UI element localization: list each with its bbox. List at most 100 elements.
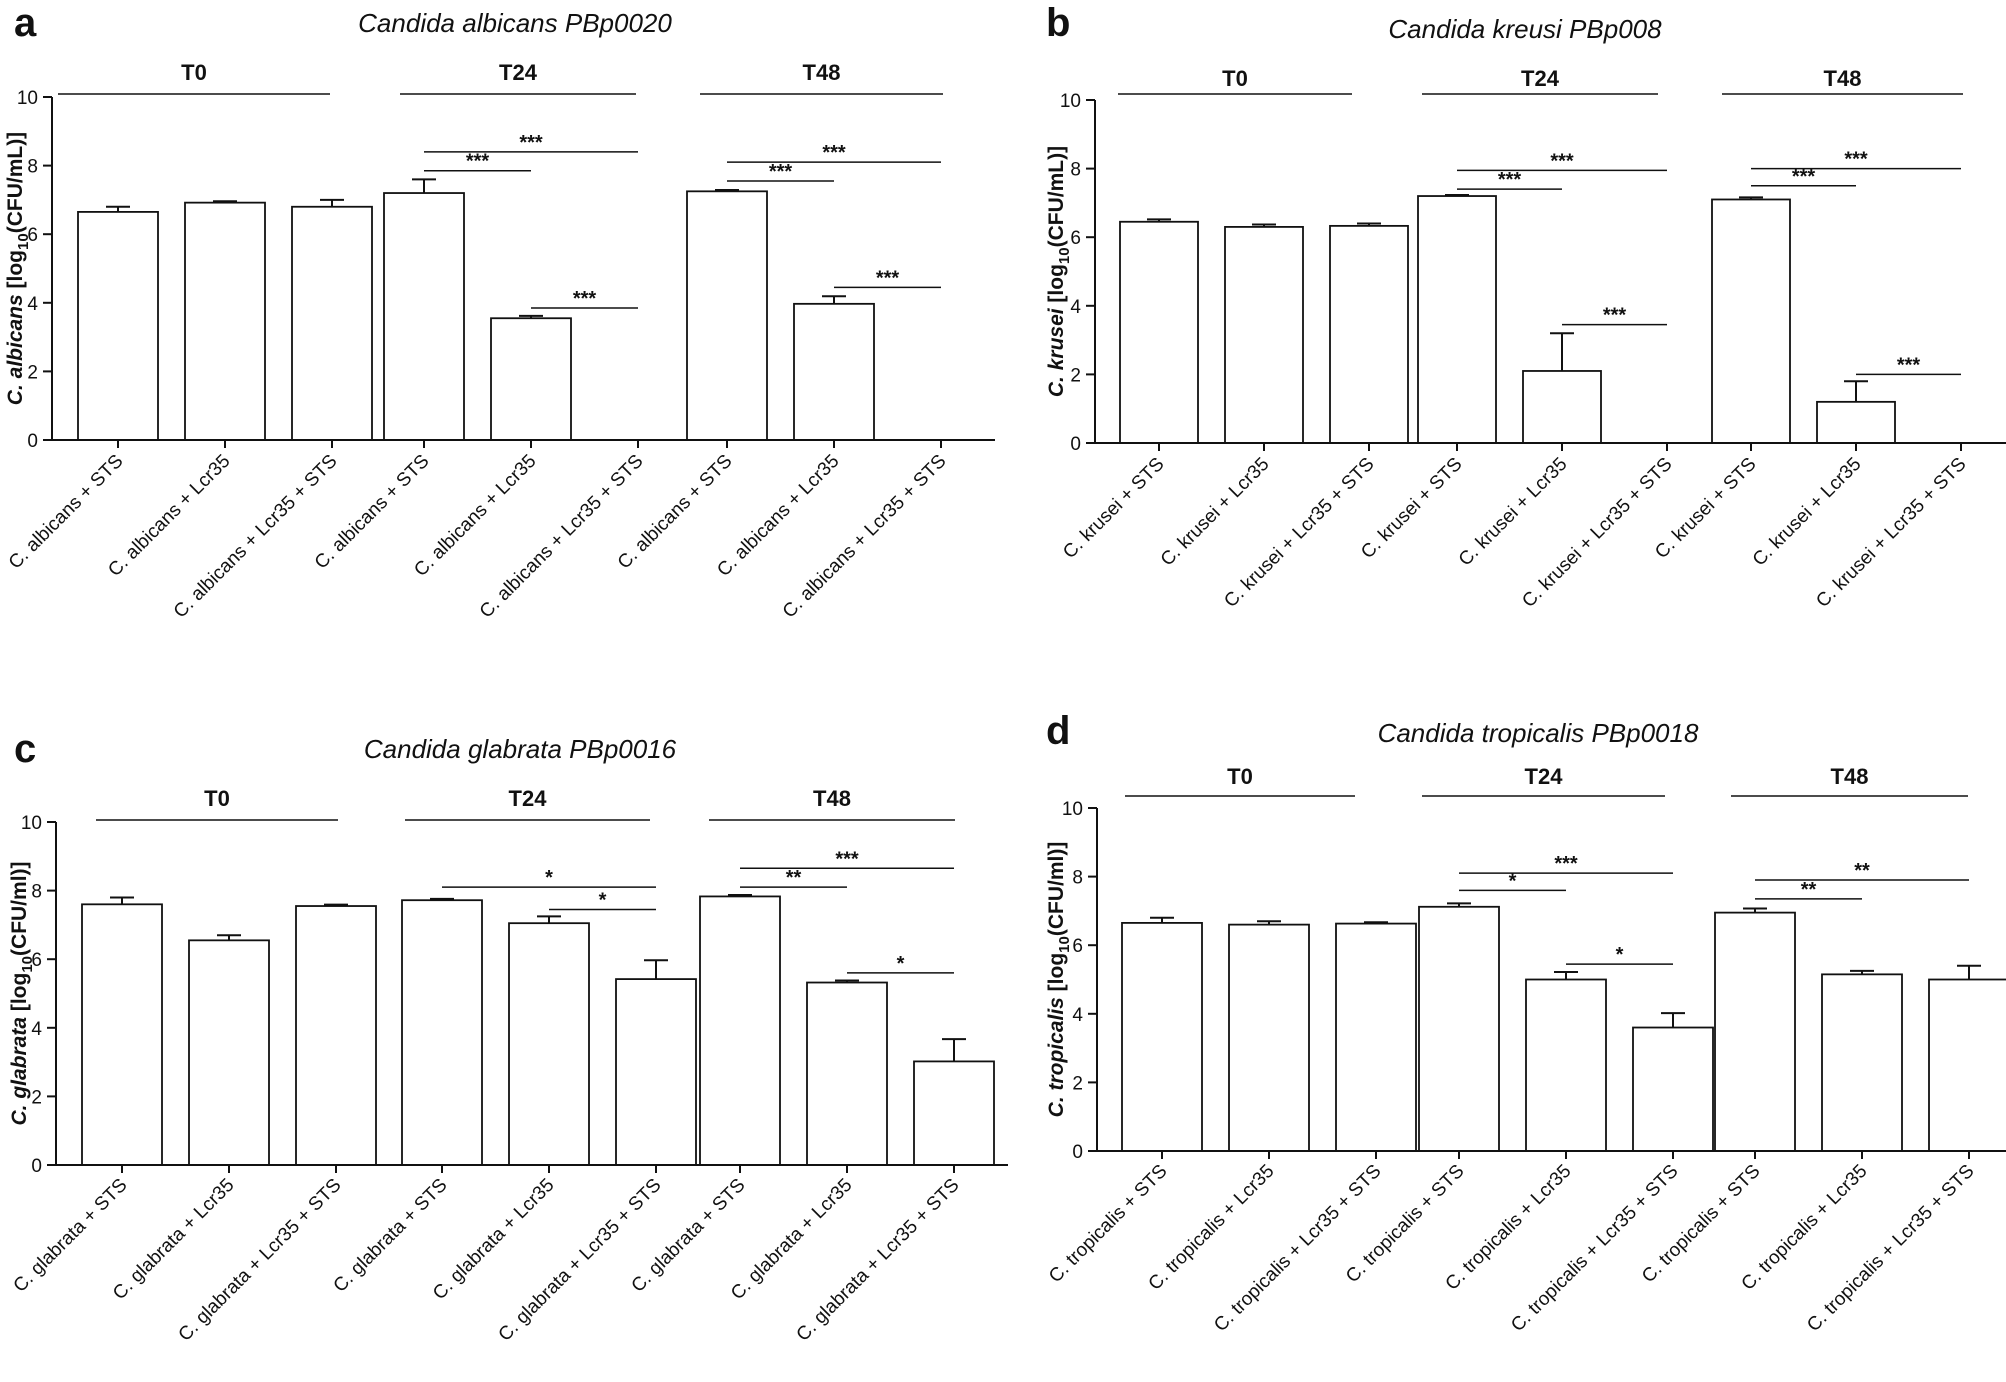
bar	[508, 922, 590, 1166]
bar	[1417, 195, 1497, 444]
chart-title: Candida albicans PBp0020	[358, 8, 672, 38]
y-tick-label: 6	[1072, 936, 1083, 957]
y-axis-label: C. krusei [log10(CFU/mL)]	[1045, 146, 1073, 397]
y-axis-label-species: C. albicans	[4, 288, 27, 405]
bar	[1632, 1026, 1714, 1152]
y-tick-label: 2	[1070, 365, 1081, 386]
significance-label: ***	[769, 161, 793, 183]
y-tick-label: 10	[1062, 799, 1083, 820]
y-axis-label-species: C. krusei	[1045, 303, 1068, 398]
y-tick-label: 10	[1060, 91, 1081, 112]
time-label: T0	[204, 786, 230, 811]
time-label: T48	[1831, 764, 1869, 789]
y-axis-label-unit-suffix: (CFU/ml)]	[8, 861, 31, 955]
time-label: T24	[509, 786, 548, 811]
time-label: T24	[1521, 66, 1560, 91]
y-tick-label: 8	[31, 882, 42, 903]
bar	[1121, 922, 1203, 1152]
bar	[1119, 220, 1199, 444]
y-axis-label-unit-suffix: (CFU/ml)]	[1045, 842, 1068, 936]
bar	[1714, 911, 1796, 1152]
y-axis-label-subscript: 10	[1056, 247, 1073, 264]
significance-label: ***	[466, 151, 490, 173]
significance-label: **	[1801, 879, 1817, 901]
y-tick-label: 6	[31, 950, 42, 971]
bar	[188, 939, 270, 1166]
y-axis-label-subscript: 10	[19, 956, 36, 973]
bar	[1821, 973, 1903, 1152]
significance-label: **	[786, 867, 802, 889]
significance-label: ***	[1550, 150, 1574, 172]
bar	[1228, 923, 1310, 1152]
chart-title: Candida glabrata PBp0016	[364, 734, 677, 764]
y-axis-label-subscript: 10	[15, 233, 32, 250]
y-tick-label: 0	[1072, 1142, 1083, 1163]
significance-label: ***	[573, 288, 597, 310]
significance-label: **	[1854, 860, 1870, 882]
time-label: T48	[1824, 66, 1862, 91]
significance-label: ***	[835, 848, 859, 870]
bar	[383, 192, 465, 441]
y-tick-label: 4	[27, 294, 38, 315]
y-axis-label: C. tropicalis [log10(CFU/ml)]	[1045, 842, 1073, 1118]
bar	[1928, 978, 2006, 1152]
bar	[1816, 400, 1896, 444]
bar	[793, 302, 875, 441]
y-axis-label-species: C. glabrata	[8, 1011, 31, 1125]
y-axis-label: C. albicans [log10(CFU/mL)]	[4, 132, 32, 405]
significance-label: *	[545, 867, 553, 889]
y-tick-label: 6	[27, 225, 38, 246]
y-tick-label: 6	[1070, 228, 1081, 249]
bar	[1522, 370, 1602, 444]
y-axis-label: C. glabrata [log10(CFU/ml)]	[8, 861, 36, 1125]
significance-label: *	[1509, 870, 1517, 892]
bar	[77, 211, 159, 441]
significance-label: ***	[876, 267, 900, 289]
y-tick-label: 10	[17, 88, 38, 109]
significance-label: ***	[1897, 354, 1921, 376]
y-tick-label: 8	[27, 157, 38, 178]
chart-title: Candida tropicalis PBp0018	[1378, 718, 1699, 748]
y-tick-label: 2	[1072, 1073, 1083, 1094]
bar	[295, 905, 377, 1166]
significance-label: ***	[519, 132, 543, 154]
significance-label: *	[897, 953, 905, 975]
significance-label: ***	[1844, 149, 1868, 171]
bar	[1711, 198, 1791, 444]
bar	[1224, 226, 1304, 444]
bar	[291, 205, 373, 441]
bar	[1418, 905, 1500, 1152]
significance-label: ***	[1498, 169, 1522, 191]
bar	[806, 981, 888, 1166]
y-axis-label-subscript: 10	[1056, 936, 1073, 953]
time-label: T0	[1222, 66, 1248, 91]
time-label: T24	[1525, 764, 1564, 789]
y-tick-label: 4	[1072, 1005, 1083, 1026]
bar	[1335, 922, 1417, 1152]
y-axis-label-unit: [log	[1045, 953, 1068, 991]
y-tick-label: 0	[27, 431, 38, 452]
y-tick-label: 4	[1070, 297, 1081, 318]
y-tick-label: 0	[1070, 434, 1081, 455]
time-label: T0	[181, 60, 207, 85]
y-tick-label: 0	[31, 1156, 42, 1177]
panel-letter: d	[1046, 709, 1070, 753]
significance-label: ***	[1554, 853, 1578, 875]
bar	[913, 1060, 995, 1166]
time-label: T48	[803, 60, 841, 85]
bar	[490, 317, 572, 441]
panel-letter: a	[14, 1, 37, 45]
y-tick-label: 2	[31, 1087, 42, 1108]
y-tick-label: 2	[27, 362, 38, 383]
bar	[81, 903, 163, 1166]
y-axis-label-unit-suffix: (CFU/mL)]	[1045, 146, 1068, 247]
time-label: T0	[1227, 764, 1253, 789]
bar	[615, 978, 697, 1166]
time-label: T48	[813, 786, 851, 811]
bar	[699, 895, 781, 1166]
y-axis-label-unit-suffix: (CFU/mL)]	[4, 132, 27, 233]
panel-letter: b	[1046, 1, 1070, 45]
y-tick-label: 10	[21, 813, 42, 834]
significance-label: ***	[1792, 166, 1816, 188]
